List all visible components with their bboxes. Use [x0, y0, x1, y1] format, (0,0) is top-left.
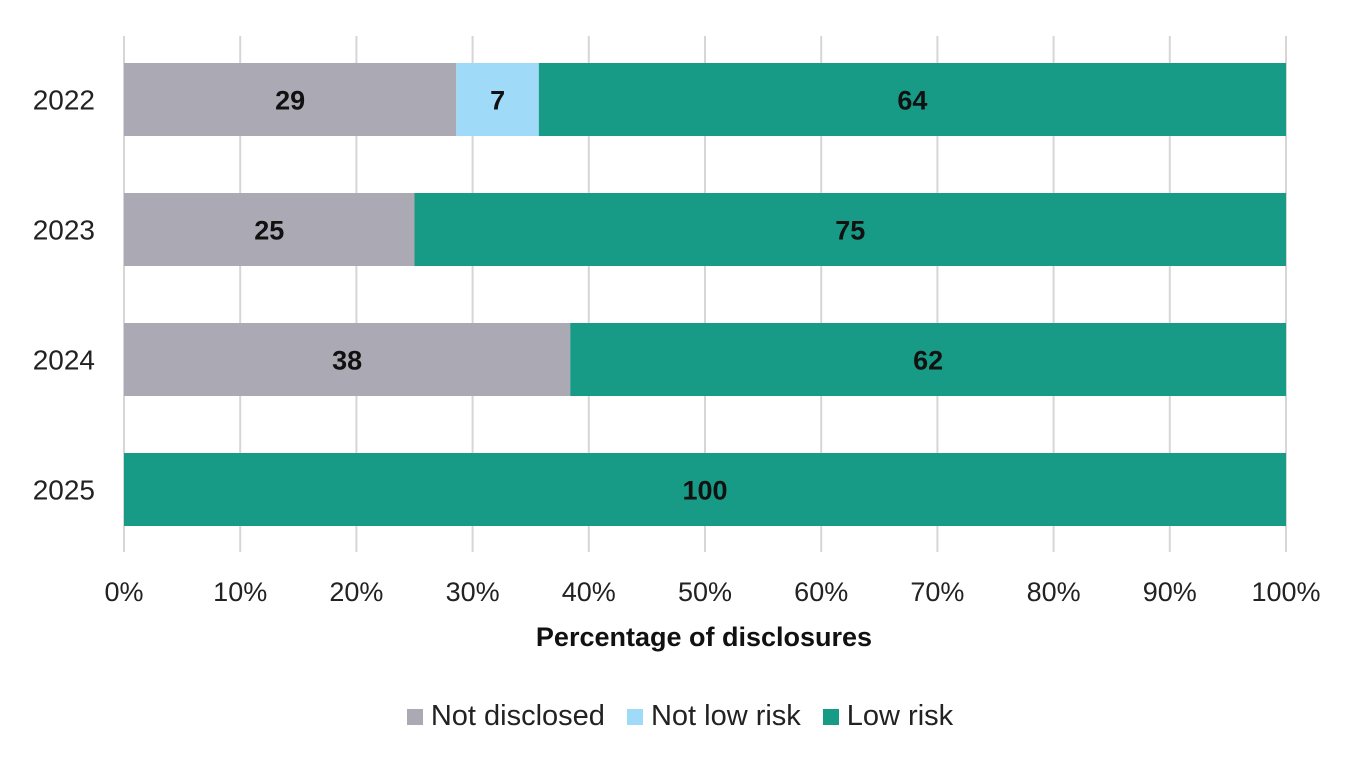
- y-axis-category-labels: 2022 2023 2024 2025: [33, 85, 95, 506]
- x-tick-label: 50%: [678, 577, 732, 607]
- y-category-label: 2024: [33, 345, 95, 376]
- bar-value-label: 38: [332, 346, 362, 376]
- legend-swatch: [626, 708, 643, 725]
- legend: Not disclosed Not low risk Low risk: [0, 700, 1360, 733]
- legend-label: Not disclosed: [430, 700, 605, 732]
- bar-segment: [570, 323, 1286, 396]
- bar-segment: [124, 323, 571, 396]
- bar-value-labels: 29 7 64 25 75 38 62 100: [254, 86, 943, 506]
- bar-value-label: 25: [254, 216, 284, 246]
- bar-segment: [456, 63, 539, 136]
- stacked-bar-chart: 29 7 64 25 75 38 62 100 2022 2023 2024 2025 0% 10% 2…: [33, 36, 1321, 652]
- x-tick-label: 60%: [794, 577, 848, 607]
- x-tick-label: 0%: [104, 577, 143, 607]
- x-tick-label: 100%: [1251, 577, 1320, 607]
- bars: [124, 63, 1286, 526]
- bar-segment: [124, 63, 457, 136]
- bar-value-label: 64: [897, 86, 927, 116]
- bar-segment: [124, 453, 1286, 526]
- bar-value-label: 75: [835, 216, 865, 246]
- legend-label: Low risk: [846, 700, 954, 732]
- x-tick-label: 70%: [910, 577, 964, 607]
- x-tick-label: 30%: [446, 577, 500, 607]
- bar-value-label: 100: [682, 476, 727, 506]
- legend-item: Low risk: [822, 700, 954, 733]
- legend-item: Not low risk: [626, 700, 801, 733]
- x-axis-tick-labels: 0% 10% 20% 30% 40% 50% 60% 70% 80% 90% 100%: [104, 577, 1320, 607]
- bar-segment: [414, 193, 1286, 266]
- x-tick-label: 10%: [213, 577, 267, 607]
- x-tick-label: 80%: [1027, 577, 1081, 607]
- y-category-label: 2022: [33, 85, 95, 116]
- bar-value-label: 7: [490, 86, 505, 116]
- legend-swatch: [822, 708, 839, 725]
- x-tick-label: 20%: [329, 577, 383, 607]
- x-tick-label: 90%: [1143, 577, 1197, 607]
- y-category-label: 2025: [33, 475, 95, 506]
- y-category-label: 2023: [33, 215, 95, 246]
- legend-label: Not low risk: [650, 700, 801, 732]
- bar-segment: [124, 193, 415, 266]
- bar-segment: [538, 63, 1286, 136]
- legend-swatch: [406, 708, 423, 725]
- x-axis-title: Percentage of disclosures: [536, 622, 872, 652]
- bar-value-label: 62: [913, 346, 943, 376]
- legend-item: Not disclosed: [406, 700, 605, 733]
- x-tick-label: 40%: [562, 577, 616, 607]
- bar-value-label: 29: [275, 86, 305, 116]
